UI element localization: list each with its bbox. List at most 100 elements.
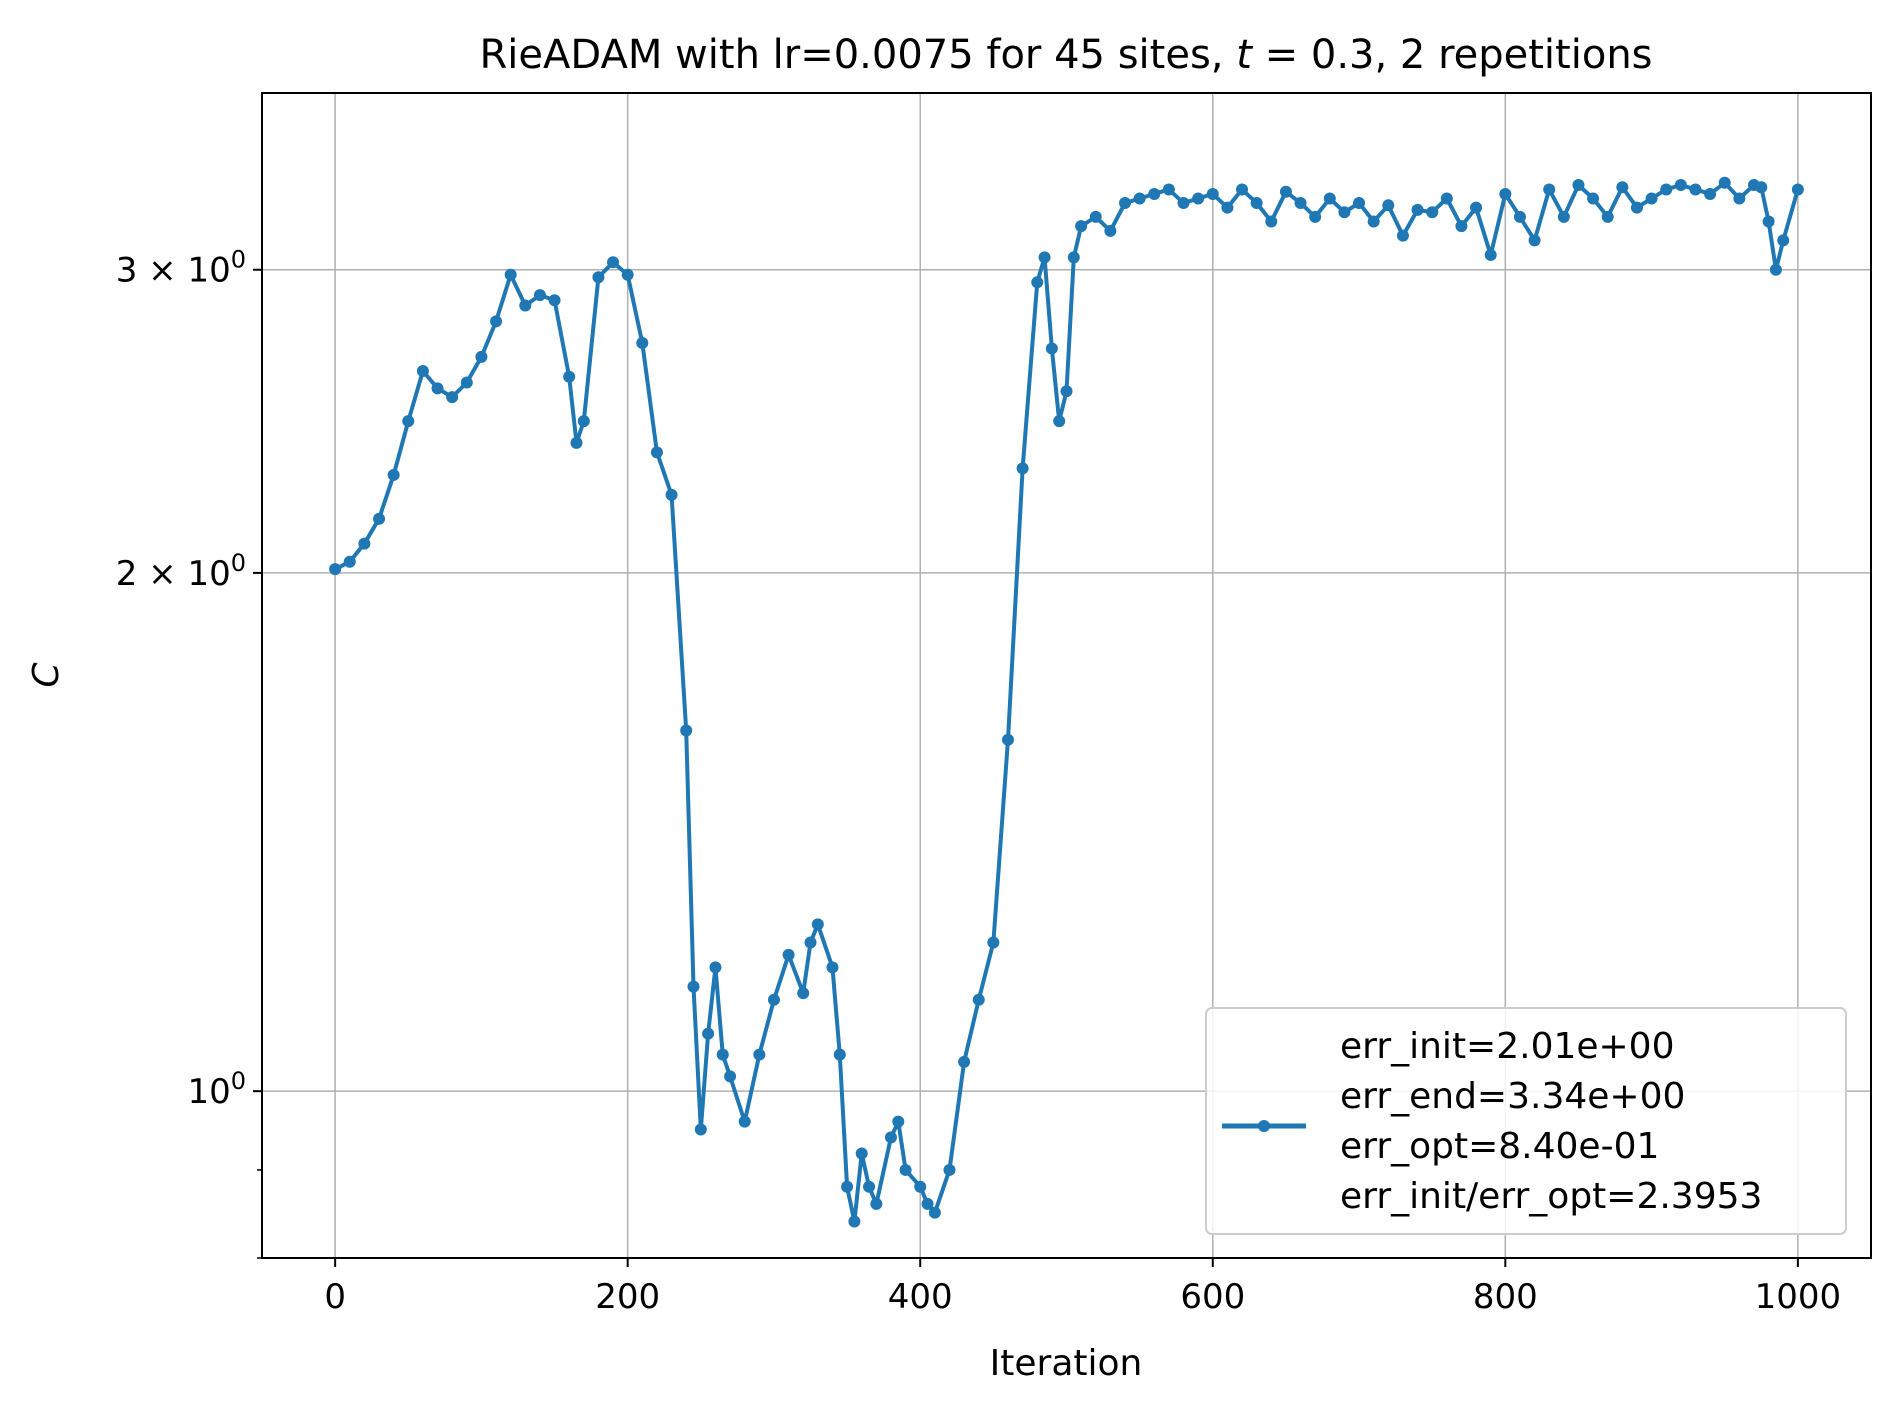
- data-point: [943, 1163, 956, 1176]
- data-point: [1382, 199, 1395, 212]
- data-point: [738, 1115, 751, 1128]
- data-point: [329, 563, 342, 576]
- data-point: [1484, 248, 1497, 261]
- legend-line-1: err_init=2.01e+00: [1340, 1026, 1675, 1067]
- data-point: [1630, 201, 1643, 214]
- data-point: [460, 376, 473, 389]
- data-point: [928, 1206, 941, 1219]
- data-point: [724, 1070, 737, 1083]
- data-point: [1075, 220, 1088, 233]
- data-point: [402, 415, 415, 428]
- x-tick-label: 1000: [1755, 1277, 1842, 1317]
- x-tick-label: 600: [1180, 1277, 1245, 1317]
- data-point: [1162, 183, 1175, 196]
- data-point: [592, 271, 605, 284]
- data-point: [446, 391, 459, 404]
- data-point: [1133, 192, 1146, 205]
- legend-line-3: err_opt=8.40e-01: [1340, 1126, 1659, 1167]
- data-point: [636, 337, 649, 349]
- y-tick-label: 100: [187, 1067, 246, 1112]
- data-point: [870, 1197, 883, 1210]
- data-point: [863, 1180, 876, 1193]
- data-point: [1396, 229, 1409, 242]
- data-point: [1689, 183, 1702, 196]
- data-point: [1001, 733, 1014, 746]
- data-point: [1294, 197, 1307, 210]
- data-point: [1455, 220, 1468, 233]
- data-point: [716, 1048, 729, 1061]
- legend-marker: [1258, 1120, 1270, 1132]
- data-point: [373, 512, 386, 525]
- data-point: [650, 446, 663, 459]
- data-point: [1587, 192, 1600, 205]
- data-point: [797, 987, 810, 1000]
- x-axis-label: Iteration: [990, 1343, 1143, 1384]
- data-point: [1265, 215, 1278, 228]
- data-point: [577, 415, 590, 428]
- data-point: [767, 993, 780, 1006]
- data-point: [702, 1027, 715, 1040]
- data-point: [1053, 415, 1066, 428]
- data-point: [709, 961, 722, 974]
- data-point: [899, 1163, 912, 1176]
- data-point: [1089, 210, 1102, 223]
- data-point: [431, 382, 444, 395]
- data-point: [358, 537, 371, 550]
- x-tick-label: 800: [1473, 1277, 1538, 1317]
- data-point: [921, 1197, 934, 1210]
- data-point: [1718, 176, 1731, 189]
- data-point: [1206, 187, 1219, 200]
- data-point: [694, 1123, 707, 1136]
- data-point: [892, 1115, 905, 1128]
- data-point: [1031, 276, 1044, 289]
- legend-line-4: err_init/err_opt=2.3953: [1340, 1176, 1762, 1217]
- plot-frame: [261, 92, 1872, 1259]
- data-point: [987, 936, 1000, 949]
- data-point: [1543, 183, 1556, 196]
- data-point: [1119, 197, 1132, 210]
- grid-layer: [262, 93, 1871, 1258]
- legend-box: [1205, 1007, 1847, 1235]
- data-point: [1755, 181, 1768, 194]
- data-point: [958, 1055, 971, 1068]
- data-point: [972, 993, 985, 1006]
- data-point: [343, 555, 356, 568]
- ticks-layer: 0 200 400 600 800 1000 100 2 × 100 3 × 100: [116, 246, 1841, 1317]
- data-point: [914, 1180, 927, 1193]
- data-point: [687, 980, 700, 993]
- data-point: [1777, 234, 1790, 247]
- data-point: [1250, 197, 1263, 210]
- data-point: [1016, 462, 1029, 475]
- data-point: [1660, 183, 1673, 196]
- data-point: [1236, 183, 1249, 196]
- data-point: [826, 961, 839, 974]
- data-point: [804, 936, 817, 949]
- data-point: [1192, 192, 1205, 205]
- data-point: [1323, 192, 1336, 205]
- data-point: [665, 488, 678, 501]
- data-point: [680, 724, 693, 737]
- data-point: [1513, 210, 1526, 223]
- data-point: [841, 1180, 854, 1193]
- data-point: [1616, 181, 1629, 194]
- data-point: [1791, 183, 1804, 196]
- y-axis-label: C: [26, 662, 67, 688]
- data-point: [884, 1131, 897, 1144]
- data-point: [1769, 263, 1782, 276]
- data-point: [1353, 197, 1366, 210]
- data-point: [1704, 187, 1717, 200]
- data-point: [1528, 234, 1541, 247]
- data-point: [1601, 210, 1614, 223]
- data-point: [563, 370, 576, 383]
- data-point: [833, 1048, 846, 1061]
- data-point: [1674, 179, 1687, 192]
- legend: err_init=2.01e+00 err_end=3.34e+00 err_o…: [1205, 1007, 1847, 1235]
- x-tick-label: 200: [595, 1277, 660, 1317]
- title-variable: t: [1236, 32, 1253, 78]
- data-point: [782, 948, 795, 961]
- y-tick-label: 3 × 100: [116, 246, 246, 291]
- data-point: [1557, 210, 1570, 223]
- data-point: [621, 268, 634, 281]
- data-point: [848, 1215, 861, 1228]
